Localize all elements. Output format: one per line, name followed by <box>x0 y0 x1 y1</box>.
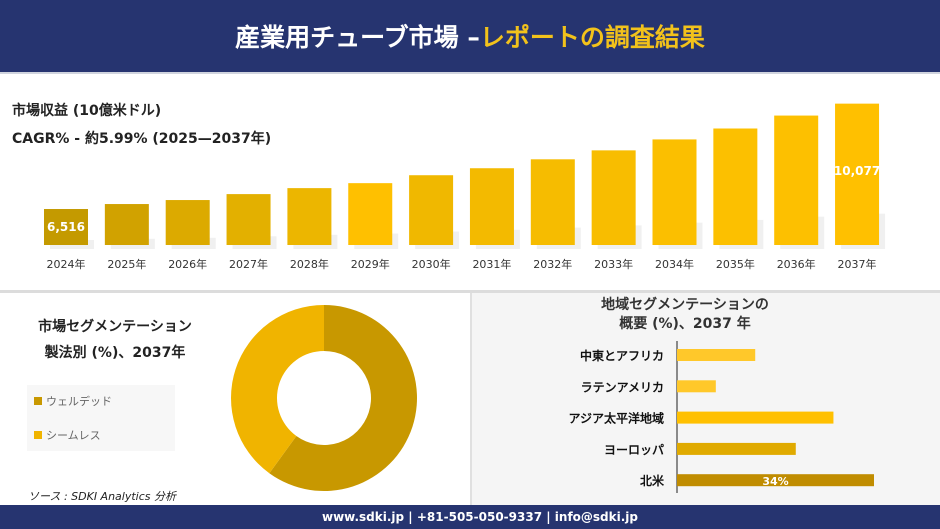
legend-label: シームレス <box>46 429 101 442</box>
bar <box>104 204 149 245</box>
bar <box>774 115 819 245</box>
bar <box>409 175 454 245</box>
region-title: 地域セグメンテーションの 概要 (%)、2037 年 <box>560 296 810 334</box>
x-tick-label: 2037年 <box>838 257 877 271</box>
segment-title: 市場セグメンテーション <box>38 319 192 335</box>
x-tick-label: 2034年 <box>655 257 694 271</box>
title-main: 産業用チューブ市場 – <box>235 23 480 52</box>
x-tick-label: 2032年 <box>533 257 572 271</box>
legend-label: ウェルデッド <box>46 395 112 408</box>
region-title-line1: 地域セグメンテーションの <box>601 297 769 313</box>
x-tick-label: 2029年 <box>351 257 390 271</box>
x-tick-label: 2031年 <box>472 257 511 271</box>
bar <box>287 188 332 245</box>
bar <box>530 159 575 245</box>
x-tick-label: 2027年 <box>229 257 268 271</box>
y-tick-label: ラテンアメリカ <box>581 380 664 394</box>
data-label: 6,516 <box>47 220 85 234</box>
x-tick-label: 2026年 <box>168 257 207 271</box>
y-tick-label: ヨーロッパ <box>604 443 664 457</box>
x-tick-label: 2024年 <box>47 257 86 271</box>
x-tick-label: 2025年 <box>107 257 146 271</box>
hbar <box>677 474 874 487</box>
page-header: 産業用チューブ市場 – レポートの調査結果 <box>0 0 940 74</box>
segment-subtitle: 製法別 (%)、2037年 <box>44 345 186 361</box>
hbar <box>677 380 716 393</box>
legend-item: ウェルデッド <box>34 393 112 409</box>
source-note: ソース : SDKI Analytics 分析 <box>28 490 177 503</box>
hbar <box>677 442 796 455</box>
bar <box>652 139 697 245</box>
x-tick-label: 2035年 <box>716 257 755 271</box>
x-tick-label: 2036年 <box>777 257 816 271</box>
y-tick-label: アジア太平洋地域 <box>568 411 664 426</box>
region-title-line2: 概要 (%)、2037 年 <box>619 316 751 332</box>
data-label: 10,077 <box>834 164 880 178</box>
y-tick-label: 中東とアフリカ <box>580 348 664 363</box>
cagr-label: CAGR% - 約5.99% (2025—2037年) <box>12 131 272 147</box>
y-tick-label: 北米 <box>640 473 665 488</box>
x-tick-label: 2028年 <box>290 257 329 271</box>
x-tick-label: 2030年 <box>412 257 451 271</box>
donut-slice <box>231 304 324 474</box>
revenue-title: 市場収益 (10億米ドル) <box>12 103 162 119</box>
bar <box>165 200 210 245</box>
hbar <box>677 411 834 424</box>
bar <box>835 103 880 245</box>
bar <box>44 209 88 245</box>
legend-swatch <box>34 397 42 405</box>
bar <box>226 194 271 245</box>
bar <box>348 183 393 245</box>
bar <box>591 150 636 245</box>
footer-contact: www.sdki.jp | +81-505-050-9337 | info@sd… <box>0 505 940 529</box>
data-label: 34% <box>762 475 788 488</box>
legend-swatch <box>34 431 42 439</box>
legend-item: シームレス <box>34 427 101 443</box>
x-tick-label: 2033年 <box>594 257 633 271</box>
divider <box>0 290 940 293</box>
bar <box>713 128 758 245</box>
title-accent: レポートの調査結果 <box>479 23 705 52</box>
donut-slice <box>269 305 418 491</box>
bar <box>469 168 514 245</box>
hbar <box>677 349 756 361</box>
region-panel <box>470 293 940 505</box>
donut-legend <box>27 385 175 451</box>
